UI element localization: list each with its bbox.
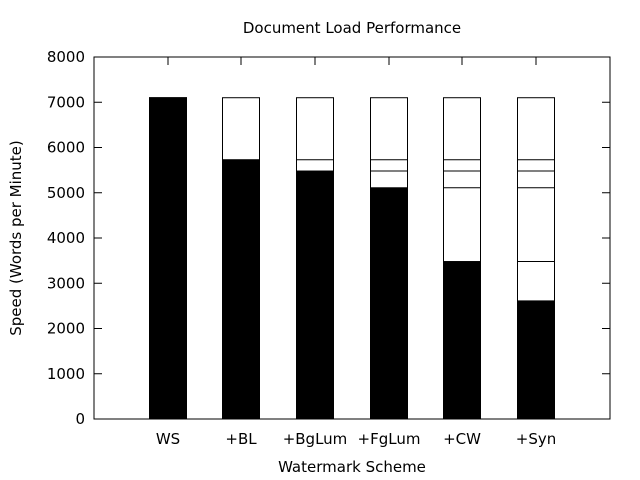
y-tick-label: 8000 — [47, 48, 85, 66]
bar-+BgLum — [296, 170, 334, 420]
bars-layer — [149, 97, 555, 420]
chart-title: Document Load Performance — [243, 19, 461, 37]
x-axis: WS +BL +BgLum +FgLum +CW +Syn — [156, 57, 556, 448]
y-tick-label: 5000 — [47, 184, 85, 202]
x-tick-label: +CW — [443, 430, 481, 448]
y-tick-label: 2000 — [47, 320, 85, 338]
x-axis-label: Watermark Scheme — [278, 458, 426, 476]
bar-WS — [149, 97, 187, 420]
y-axis: 0 1000 2000 3000 4000 5000 6000 7000 8000 — [47, 48, 610, 428]
x-tick-label: +BgLum — [283, 430, 348, 448]
bar-+Syn — [517, 300, 555, 420]
y-tick-label: 6000 — [47, 139, 85, 157]
bar-+CW — [443, 261, 481, 420]
x-tick-label: +FgLum — [358, 430, 421, 448]
x-tick-label: +Syn — [516, 430, 556, 448]
y-tick-label: 1000 — [47, 365, 85, 383]
y-tick-label: 3000 — [47, 274, 85, 292]
bar-+FgLum — [370, 187, 408, 420]
y-tick-label: 7000 — [47, 93, 85, 111]
y-tick-label: 4000 — [47, 229, 85, 247]
bar-+BL — [222, 159, 260, 420]
y-axis-label: Speed (Words per Minute) — [7, 140, 25, 336]
x-tick-label: WS — [156, 430, 180, 448]
y-tick-label: 0 — [75, 410, 85, 428]
x-tick-label: +BL — [225, 430, 257, 448]
